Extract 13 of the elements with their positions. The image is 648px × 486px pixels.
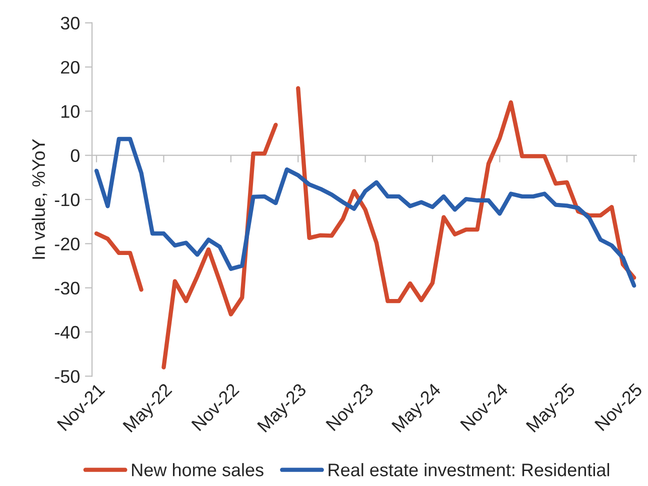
- y-tick-label: 30: [60, 16, 80, 30]
- y-tick-label: -50: [54, 370, 80, 383]
- y-tick-label: -40: [54, 326, 80, 339]
- y-tick-label: -30: [54, 282, 80, 295]
- y-tick-label: 0: [70, 149, 80, 162]
- y-tick-label: 20: [61, 60, 80, 74]
- y-tick-label: -20: [54, 238, 80, 250]
- line-series: [94, 136, 636, 288]
- y-axis-title: In value, %YoY: [32, 138, 48, 259]
- y-tick-label: -10: [54, 193, 80, 206]
- legend-label: Real estate investment: Residential: [328, 463, 610, 476]
- y-tick-label: 10: [62, 105, 80, 118]
- legend-label: New home sales: [132, 463, 264, 476]
